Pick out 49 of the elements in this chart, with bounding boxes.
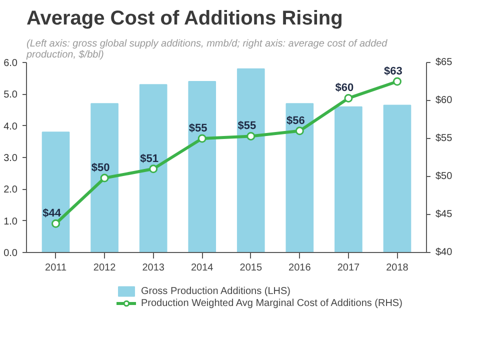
bar <box>90 103 118 252</box>
x-tick-label: 2018 <box>386 262 409 274</box>
y2-tick-label: $60 <box>436 95 453 106</box>
data-label: $63 <box>384 66 402 78</box>
bar <box>334 106 362 252</box>
y2-tick-label: $45 <box>436 209 453 220</box>
point <box>100 174 109 182</box>
data-label: $55 <box>238 120 256 132</box>
data-label: $56 <box>286 114 305 127</box>
bar <box>236 68 265 252</box>
y-tick-label: 3.0 <box>4 153 18 164</box>
point <box>295 126 304 136</box>
x-tick-label: 2017 <box>337 262 360 274</box>
data-label: $51 <box>140 152 159 165</box>
y-tick-label: 1.0 <box>4 216 18 228</box>
bar <box>42 132 70 252</box>
y-tick-label: 5.0 <box>4 90 18 101</box>
x-tick-label: 2011 <box>45 262 67 274</box>
data-label: $44 <box>42 208 62 220</box>
chart-title: Average Cost of Additions Rising <box>26 8 343 30</box>
point <box>149 164 158 174</box>
bar <box>139 84 168 252</box>
point <box>392 77 402 86</box>
y2-tick-label: $55 <box>436 133 453 144</box>
y2-tick-label: $50 <box>436 171 453 182</box>
bar <box>188 81 216 252</box>
legend-label: Gross Production Additions (LHS) <box>141 285 291 297</box>
point <box>344 94 353 102</box>
point <box>198 134 206 143</box>
bar <box>286 103 314 252</box>
data-label: $50 <box>91 162 110 174</box>
x-tick-label: 2012 <box>93 262 116 274</box>
x-tick-label: 2014 <box>190 262 214 274</box>
legend-label: Production Weighted Avg Marginal Cost of Additions (RHS) <box>141 297 402 309</box>
y-tick-label: 2.0 <box>4 184 18 196</box>
y2-tick-label: $65 <box>436 57 453 68</box>
x-tick-label: 2015 <box>240 262 262 274</box>
data-label: $55 <box>188 122 208 134</box>
y-tick-label: 4.0 <box>4 121 18 132</box>
x-tick-label: 2013 <box>142 262 165 274</box>
chart-subtitle: (Left axis: gross global supply additions, mmb/d; right axis: average cost of added production, $/bbl) <box>26 38 388 60</box>
bar <box>383 104 412 252</box>
point <box>246 132 256 140</box>
data-label: $60 <box>335 82 354 94</box>
point <box>52 219 60 228</box>
y-tick-label: 0.0 <box>4 248 18 259</box>
y2-tick-label: $40 <box>436 247 453 258</box>
x-tick-label: 2016 <box>288 262 312 274</box>
y-tick-label: 6.0 <box>4 58 18 69</box>
